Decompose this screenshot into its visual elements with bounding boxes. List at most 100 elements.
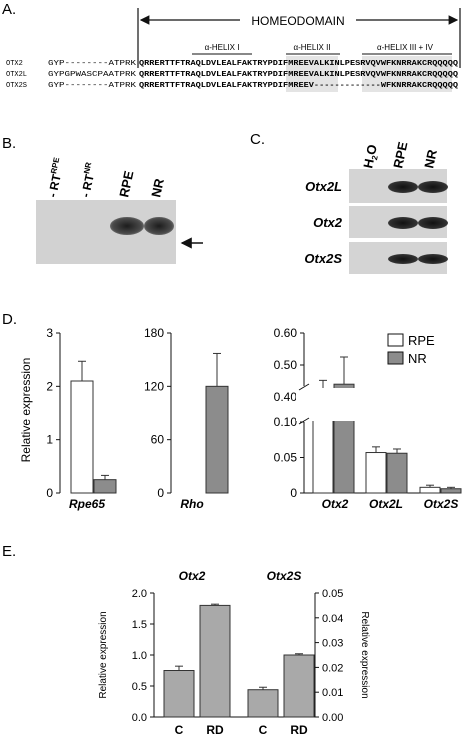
bar-otx2s-rd [283,654,315,718]
category-label-c: C [175,723,184,737]
helix-2-shade [286,56,338,92]
seq-name: OTX2 [6,60,23,68]
gel-c-lane-labels: H2O RPE NR [360,140,440,170]
right-y-axis-tick-label: 0.01 [322,687,343,699]
right-y-axis-tick-label: 0.02 [322,662,343,674]
lane-label-nr: NR [148,177,167,199]
e-title-otx2: Otx2 [179,569,206,583]
gel-b-band-rpe [110,217,144,235]
bar-otx2s-nr [440,488,462,494]
panel-label-d: D. [2,311,17,328]
category-label-otx2s: Otx2S [424,497,459,511]
sequence-row-otx2l: OTX2L GYPGPWASCPAATPRK QRRERTTFTRAQLDVLE… [6,71,458,79]
sequence-row-otx2s: OTX2S GYP--------ATPRK QRRERTTFTRAQLDVLE… [6,82,458,90]
seq-prefix: GYPGPWASCPAATPRK [48,71,137,79]
y-axis-lower-tick-label: 0.05 [274,451,298,465]
lane-label-minus-rt-nr: - RTNR [77,161,99,198]
right-y-axis-tick-label: 0.05 [322,588,343,600]
gel-c-band [388,181,418,193]
sequence-alignment: OTX2 GYP--------ATPRK QRRERTTFTRAQLDVLEA… [6,56,458,92]
left-y-axis-tick-label: 0.5 [132,681,147,693]
category-label-otx2: Otx2 [322,497,349,511]
left-y-axis-tick-label: 1.5 [132,619,147,631]
left-y-axis-tick-label: 0.0 [132,712,147,724]
lane-label-h2o: H2O [360,143,382,170]
seq-name: OTX2L [6,71,27,79]
left-y-axis-tick-label: 2.0 [132,588,147,600]
seq-homeodomain: QRRERTTFTRAQLDVLEALFAKTRYPDIFMREEV------… [139,82,458,90]
seq-prefix: GYP--------ATPRK [48,82,137,90]
gel-c-band [388,217,418,229]
gel-c-band [418,181,448,193]
legend-label-nr: NR [408,351,427,366]
chart-e: Otx2 Otx2S Relative expression Relative … [98,569,370,737]
lane-label-minus-rt-rpe: - RTRPE [44,156,67,199]
y-axis-tick-label: 180 [144,326,164,340]
y-axis-tick-label: 1 [46,433,53,447]
left-y-axis-tick-label: 1.0 [132,650,147,662]
bar-otx2s-c [247,689,279,718]
legend-swatch-nr [387,351,404,365]
gel-c-band [418,254,448,264]
panel-label-a: A. [2,1,16,18]
gel-c-band [418,217,448,229]
lane-label-nr: NR [421,148,440,170]
axis-break-mark [298,417,310,425]
bar-otx2l-nr [386,452,408,494]
category-label-rd: RD [290,723,308,737]
y-axis-upper-tick-label: 0.50 [274,358,298,372]
bar-otx2s-rpe [419,486,441,494]
homeodomain-label: HOMEODOMAIN [251,14,344,28]
bar-nr [205,385,229,494]
e-ylabel-right: Relative expression [359,611,370,698]
d-ylabel: Relative expression [19,358,33,463]
y-axis-tick-label: 60 [151,433,165,447]
lane-label-rpe: RPE [390,140,410,170]
helix-1-label: α-HELIX I [205,43,240,52]
e-ylabel-left: Relative expression [98,611,109,698]
chart-d-rho: Rho 0 60 120 180 [144,326,229,511]
y-axis-lower-tick-label: 0.10 [274,415,298,429]
axis-break-gap [296,388,466,421]
right-y-axis-tick-label: 0.00 [322,712,343,724]
category-label-rho: Rho [180,497,203,511]
panel-label-c: C. [250,131,265,148]
helix-3-label: α-HELIX III + IV [377,43,434,52]
y-axis-tick-label: 0 [46,486,53,500]
category-label-rd: RD [206,723,224,737]
category-label-c: C [259,723,268,737]
gel-b-lane-labels: - RTRPE - RTNR RPE NR [44,156,167,199]
sequence-row-otx2: OTX2 GYP--------ATPRK QRRERTTFTRAQLDVLEA… [6,60,458,68]
helix-3-shade [362,56,452,92]
row-label-otx2s: Otx2S [304,251,342,266]
y-axis-lower-tick-label: 0 [290,486,297,500]
y-axis-upper-tick-label: 0.40 [274,390,298,404]
right-y-axis-tick-label: 0.03 [322,638,343,650]
chart-d-rpe65: Rpe65 0 1 2 3 [46,326,117,511]
y-axis-tick-label: 2 [46,379,53,393]
y-axis-tick-label: 3 [46,326,53,340]
legend: RPE NR [387,333,435,366]
helix-2-label: α-HELIX II [293,43,330,52]
row-label-otx2l: Otx2L [305,179,342,194]
y-axis-tick-label: 0 [157,486,164,500]
seq-homeodomain: QRRERTTFTRAQLDVLEALFAKTRYPDIFMREEVALKINL… [139,71,458,79]
bar-nr [93,479,117,494]
lane-label-rpe: RPE [116,169,136,199]
bar-rpe [70,380,94,494]
chart-d-otx: Otx2 Otx2L Otx2S 0 0.05 0.10 0.40 0.50 0.60 R… [274,326,466,511]
axis-break-mark [298,383,310,391]
y-axis-upper-tick-label: 0.60 [274,326,298,340]
row-label-otx2: Otx2 [313,215,343,230]
bar-otx2-rd [199,604,231,718]
right-y-axis-tick-label: 0.04 [322,613,343,625]
seq-homeodomain: QRRERTTFTRAQLDVLEALFAKTRYPDIFMREEVALKINL… [139,60,458,68]
gel-c-band [388,254,418,264]
panel-label-e: E. [2,543,16,560]
bar-otx2l-rpe [365,452,387,494]
bar-otx2-c [163,670,195,718]
gel-c [349,169,448,274]
panel-label-b: B. [2,135,16,152]
